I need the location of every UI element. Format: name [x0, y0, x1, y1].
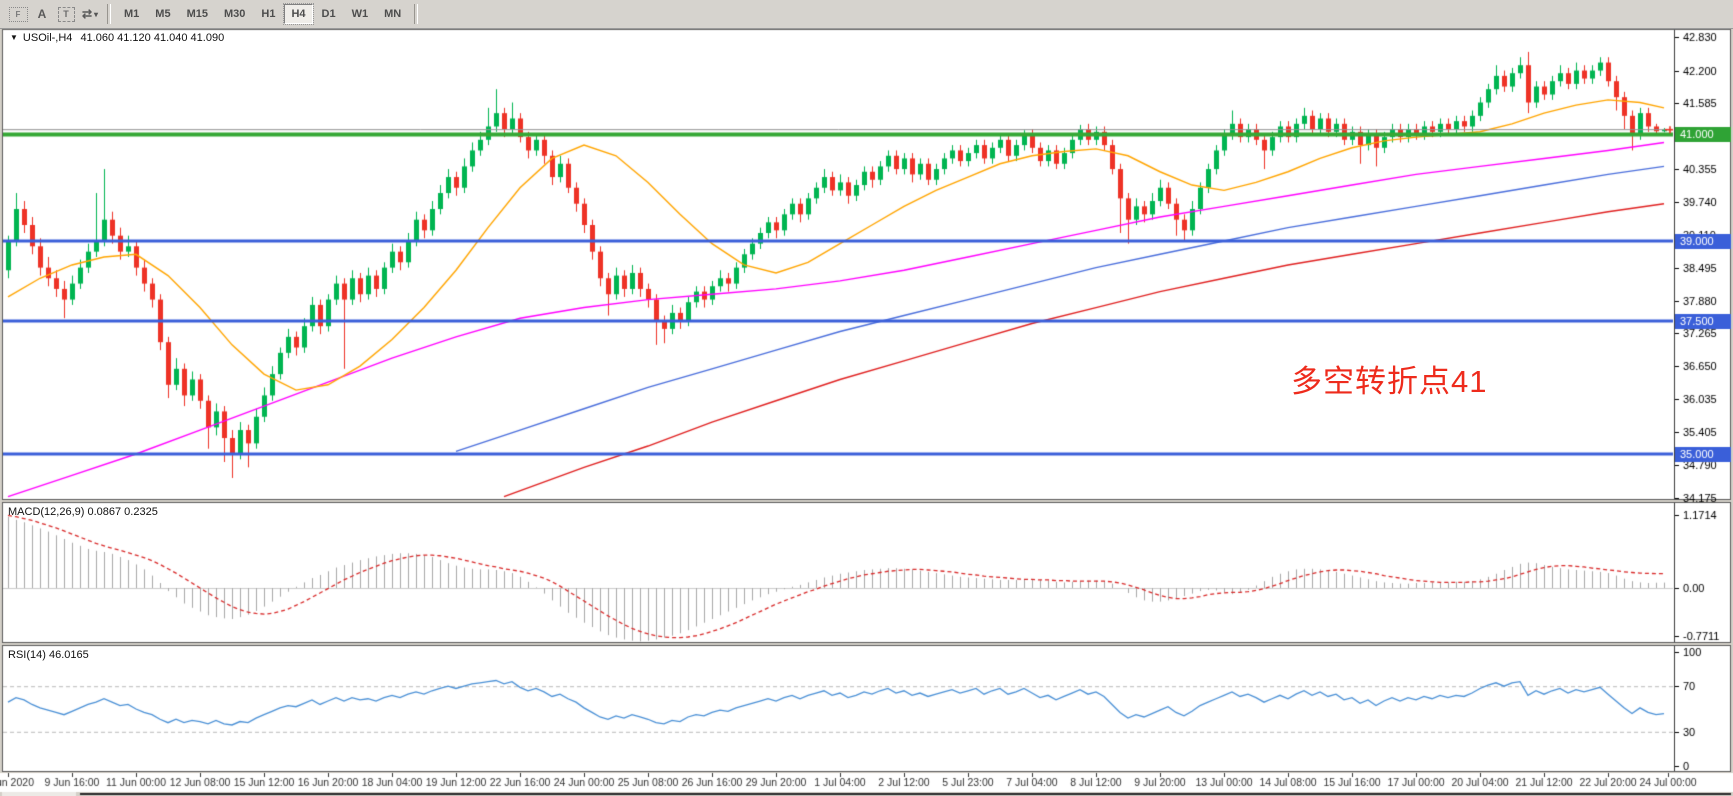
arrow-tools-button[interactable]: ⇄ ▾	[78, 3, 102, 25]
toolbar-separator	[107, 4, 111, 24]
text-label-tool-button[interactable]: T	[54, 3, 78, 25]
dropdown-caret-icon: ▾	[94, 9, 99, 19]
text-tool-button[interactable]: A	[30, 3, 54, 25]
fibo-grid-icon: F	[8, 6, 28, 22]
toolbar: F A T ⇄ ▾ M1 M5 M15 M30 H1 H4 D1 W1 MN	[0, 0, 1733, 29]
timeframe-button-m15[interactable]: M15	[180, 4, 215, 24]
timeframe-button-w1[interactable]: W1	[345, 4, 376, 24]
timeframe-button-h4[interactable]: H4	[283, 3, 314, 25]
text-a-icon: A	[37, 7, 47, 21]
timeframe-button-m5[interactable]: M5	[148, 4, 177, 24]
timeframe-button-m1[interactable]: M1	[117, 4, 146, 24]
arrows-icon: ⇄	[81, 7, 93, 21]
timeframe-button-mn[interactable]: MN	[377, 4, 408, 24]
timeframe-button-m30[interactable]: M30	[217, 4, 252, 24]
text-label-icon: T	[57, 6, 75, 22]
toolbar-separator	[414, 4, 419, 24]
fibo-grid-tool-button[interactable]: F	[6, 3, 30, 25]
timeframe-button-h1[interactable]: H1	[254, 4, 282, 24]
timeframe-button-d1[interactable]: D1	[315, 4, 343, 24]
